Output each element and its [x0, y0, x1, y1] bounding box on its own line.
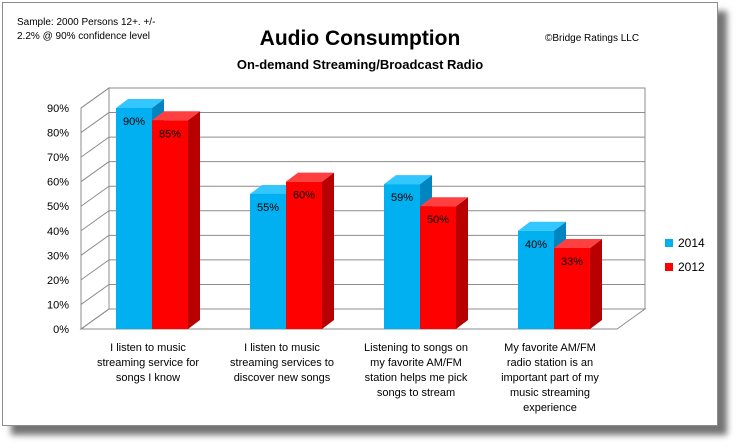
- legend-swatch-2014: [665, 239, 673, 247]
- bar-side-2012: [590, 238, 602, 329]
- chart-subtitle: On-demand Streaming/Broadcast Radio: [236, 57, 484, 72]
- bar-top-2012: [152, 111, 200, 121]
- bar-top-2012: [554, 238, 602, 248]
- category-label: important part of my: [501, 372, 599, 384]
- chart-frame: Sample: 2000 Persons 12+. +/- 2.2% @ 90%…: [2, 2, 718, 426]
- y-tick-label: 90%: [47, 103, 69, 115]
- legend: 2014 2012: [665, 231, 705, 279]
- gridline: [80, 87, 645, 109]
- category-label: songs I know: [116, 372, 180, 384]
- data-label-2012: 85%: [159, 128, 181, 140]
- data-label-2012: 33%: [561, 256, 583, 268]
- y-tick-label: 70%: [47, 152, 69, 164]
- bar-2014: [518, 230, 554, 329]
- y-tick-label: 30%: [47, 250, 69, 262]
- gridline: [80, 136, 645, 158]
- bar-2014: [116, 108, 152, 329]
- sample-note-line-2: 2.2% @ 90% confidence level: [17, 31, 151, 42]
- data-label-2014: 55%: [257, 202, 279, 214]
- bar-top-2014: [384, 175, 432, 185]
- bar-top-2012: [420, 197, 468, 207]
- bar-2012: [152, 120, 188, 330]
- data-label-2012: 50%: [427, 214, 449, 226]
- y-tick-label: 60%: [47, 177, 69, 189]
- data-label-2014: 40%: [525, 239, 547, 251]
- category-label: I listen to music: [110, 342, 186, 354]
- bar-side-2012: [322, 172, 334, 329]
- y-tick-label: 50%: [47, 201, 69, 213]
- bar-2012: [554, 247, 590, 329]
- data-label-2012: 60%: [293, 190, 315, 202]
- legend-item-2014: 2014: [665, 231, 705, 255]
- category-label: discover new songs: [234, 372, 331, 384]
- category-label: music streaming: [510, 387, 590, 399]
- category-label: my favorite AM/FM: [370, 357, 462, 369]
- copyright-credit: ©Bridge Ratings LLC: [545, 33, 640, 44]
- gridline: [80, 185, 645, 207]
- y-tick-label: 10%: [47, 299, 69, 311]
- legend-item-2012: 2012: [665, 255, 705, 279]
- sample-note-line-1: Sample: 2000 Persons 12+. +/-: [17, 17, 156, 28]
- bar-2012: [420, 206, 456, 329]
- y-tick-label: 0%: [53, 324, 69, 336]
- bar-chart: 0% 10% 20% 30% 40% 50% 60% 70% 80% 90% 90% 85% I lis…: [47, 87, 647, 414]
- category-label: experience: [523, 402, 577, 414]
- side-wall: [80, 87, 110, 330]
- bar-2014: [250, 193, 286, 329]
- category-label: streaming service for: [97, 357, 199, 369]
- legend-label-2012: 2012: [678, 260, 705, 274]
- bar-2012: [286, 181, 322, 329]
- bar-2014: [384, 184, 420, 329]
- legend-swatch-2012: [665, 263, 673, 271]
- bar-top-2014: [116, 99, 164, 108]
- category-label: songs to stream: [377, 387, 455, 399]
- category-label: My favorite AM/FM: [504, 342, 596, 354]
- bar-top-2012: [286, 172, 334, 182]
- category-label: streaming services to: [230, 357, 334, 369]
- category-label: radio station is an: [507, 357, 593, 369]
- legend-label-2014: 2014: [678, 236, 705, 250]
- category-label: Listening to songs on: [364, 342, 468, 354]
- y-tick-label: 40%: [47, 226, 69, 238]
- gridline: [80, 161, 645, 183]
- category-label: station helps me pick: [365, 372, 468, 384]
- gridline: [80, 112, 645, 133]
- bar-top-2014: [518, 221, 566, 231]
- bar-side-2012: [456, 197, 468, 329]
- chart-title: Audio Consumption: [259, 27, 461, 50]
- data-label-2014: 90%: [123, 116, 145, 128]
- bar-side-2012: [188, 111, 200, 330]
- category-label: I listen to music: [244, 342, 320, 354]
- data-label-2014: 59%: [391, 192, 413, 204]
- sample-note: Sample: 2000 Persons 12+. +/- 2.2% @ 90%…: [17, 16, 187, 44]
- y-tick-label: 80%: [47, 128, 69, 140]
- y-tick-label: 20%: [47, 275, 69, 287]
